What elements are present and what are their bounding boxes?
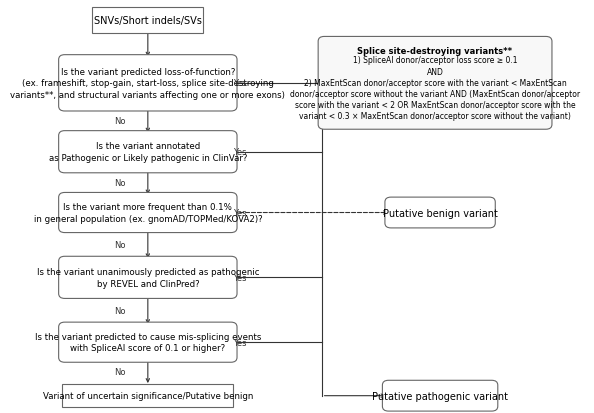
FancyBboxPatch shape <box>59 193 237 233</box>
FancyBboxPatch shape <box>59 55 237 112</box>
FancyBboxPatch shape <box>318 37 552 130</box>
Text: SNVs/Short indels/SVs: SNVs/Short indels/SVs <box>94 16 202 26</box>
FancyBboxPatch shape <box>383 380 498 411</box>
Text: No: No <box>115 179 126 188</box>
Text: Yes: Yes <box>233 273 247 282</box>
FancyBboxPatch shape <box>62 384 233 408</box>
FancyBboxPatch shape <box>59 131 237 173</box>
FancyBboxPatch shape <box>59 323 237 362</box>
Text: No: No <box>115 240 126 249</box>
FancyBboxPatch shape <box>93 8 203 33</box>
FancyBboxPatch shape <box>59 256 237 299</box>
Text: Is the variant predicted loss-of-function?
(ex. frameshift, stop-gain, start-los: Is the variant predicted loss-of-functio… <box>11 68 285 100</box>
Text: Yes: Yes <box>233 148 247 157</box>
Text: Yes: Yes <box>233 338 247 347</box>
Text: No: No <box>115 306 126 315</box>
Text: Putative pathogenic variant: Putative pathogenic variant <box>372 391 508 401</box>
FancyBboxPatch shape <box>385 198 495 228</box>
Text: Putative benign variant: Putative benign variant <box>383 208 498 218</box>
Text: Is the variant unanimously predicted as pathogenic
by REVEL and ClinPred?: Is the variant unanimously predicted as … <box>37 268 259 288</box>
Text: Variant of uncertain significance/Putative benign: Variant of uncertain significance/Putati… <box>43 391 253 400</box>
Text: Yes: Yes <box>233 79 247 88</box>
Text: No: No <box>115 117 126 126</box>
Text: Splice site-destroying variants**: Splice site-destroying variants** <box>358 47 513 56</box>
Text: Is the variant more frequent than 0.1%
in general population (ex. gnomAD/TOPMed/: Is the variant more frequent than 0.1% i… <box>33 203 262 223</box>
Text: 1) SpliceAI donor/acceptor loss score ≥ 0.1
AND
2) MaxEntScan donor/acceptor sco: 1) SpliceAI donor/acceptor loss score ≥ … <box>290 56 580 121</box>
Text: No: No <box>115 367 126 376</box>
Text: Is the variant annotated
as Pathogenic or Likely pathogenic in ClinVar?: Is the variant annotated as Pathogenic o… <box>49 142 247 163</box>
Text: Yes: Yes <box>233 209 247 218</box>
Text: Is the variant predicted to cause mis-splicing events
with SpliceAI score of 0.1: Is the variant predicted to cause mis-sp… <box>34 332 261 353</box>
